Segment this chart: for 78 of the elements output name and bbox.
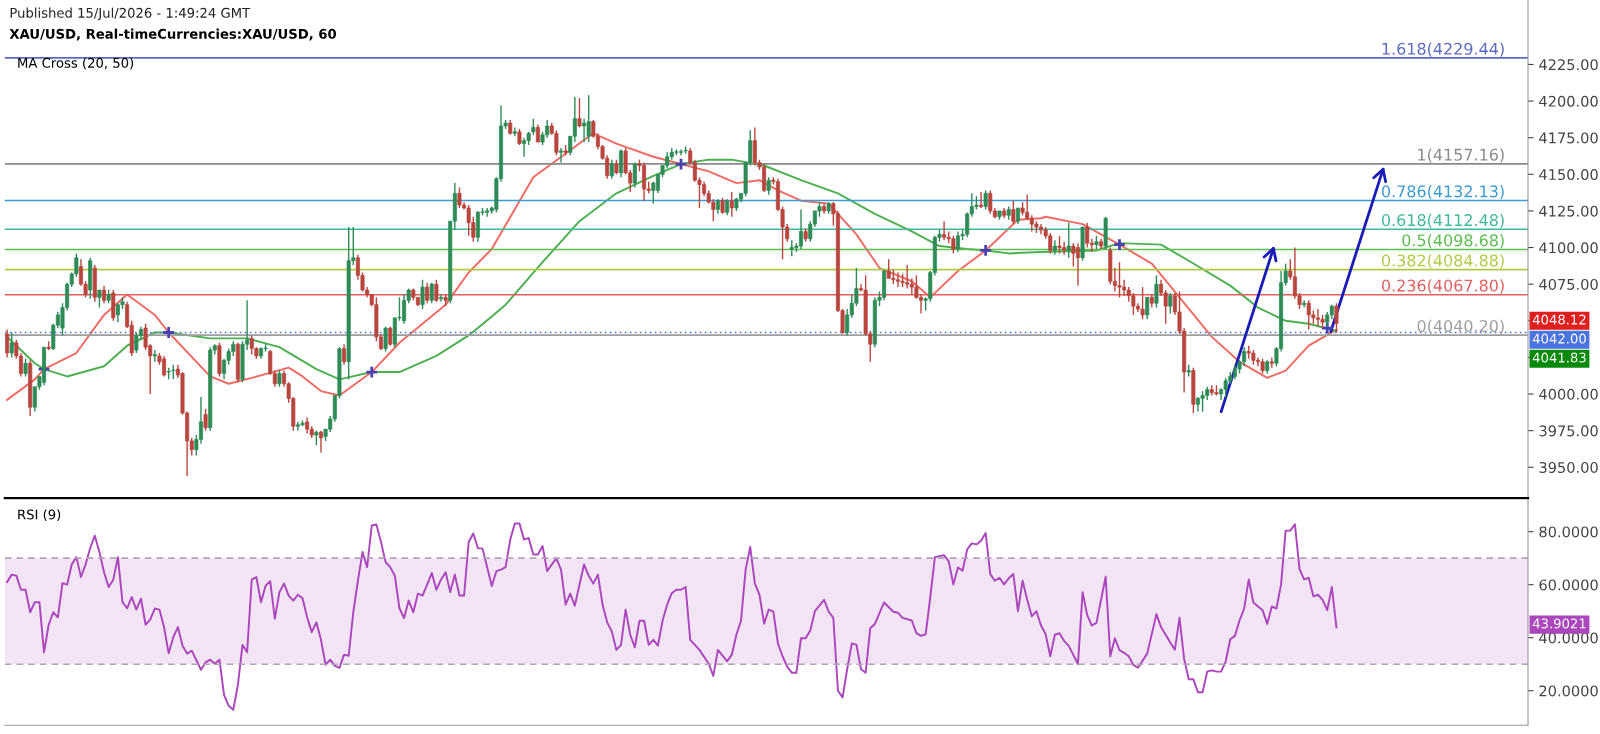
y-tick-label: 4125.00: [1539, 205, 1598, 217]
text: 4041.83: [1532, 352, 1586, 363]
y-tick-label: 4175.00: [1539, 132, 1598, 144]
text: XAU/USD, Real-timeCurrencies:XAU/USD, 60: [9, 28, 337, 41]
ref-line-label: 0.5(4098.68): [1402, 234, 1504, 249]
ref-line-label: 4042.00: [1532, 333, 1586, 344]
y-tick-label: 40.0000: [1539, 632, 1598, 644]
text: 4048.12: [1532, 314, 1586, 325]
candlestick: [558, 147, 564, 164]
candlestick: [632, 161, 637, 189]
candlestick: [420, 279, 425, 310]
text: 43.9021: [1532, 618, 1586, 629]
candlestick: [383, 325, 388, 353]
y-tick-label: 4075.00: [1539, 278, 1598, 290]
ref-line-label: 0.618(4112.48): [1381, 213, 1504, 229]
y-tick-label: 4150.00: [1539, 169, 1598, 181]
y-tick-label: 60.0000: [1539, 579, 1598, 591]
annotation: Published 15/Jul/2026 - 1:49:24 GMT: [10, 7, 251, 21]
candlestick: [1052, 239, 1057, 256]
candlestick: [979, 191, 984, 209]
y-tick-label: 80.0000: [1539, 526, 1598, 538]
candlestick: [1075, 242, 1080, 287]
candlestick: [582, 117, 587, 143]
candlestick: [1302, 299, 1307, 309]
y-tick-label: 4000.00: [1539, 388, 1598, 400]
candlestick: [1168, 292, 1173, 315]
candlestick: [1269, 356, 1274, 369]
point: [674, 157, 688, 171]
candlestick: [9, 331, 14, 359]
candlestick: [5, 328, 10, 359]
ref-line-label: 0.236(4067.80): [1381, 279, 1504, 294]
ref-line-label: 1.618(4229.44): [1382, 42, 1504, 57]
point: [1112, 237, 1127, 252]
candlestick: [586, 94, 591, 143]
candlestick: [152, 349, 157, 363]
y-tick-label: 3950.00: [1539, 461, 1598, 474]
ref-line-label: 1(4157.16): [1418, 148, 1504, 163]
candlestick: [1011, 199, 1016, 225]
candlestick: [618, 148, 624, 178]
y-tick-label: 4100.00: [1539, 242, 1598, 254]
candlestick: [522, 136, 527, 158]
text: MA Cross (20, 50): [18, 57, 134, 70]
candlestick: [942, 220, 947, 241]
ref-line-label: 0.382(4084.88): [1381, 254, 1504, 269]
candlestick: [203, 407, 208, 432]
candlestick: [1117, 261, 1122, 299]
candlestick: [983, 189, 988, 211]
candlestick: [1085, 221, 1090, 249]
line-series: [6, 522, 1338, 711]
candlestick: [457, 186, 462, 209]
line-series: [6, 158, 1338, 381]
text: RSI (9): [18, 509, 61, 522]
candlestick: [512, 126, 517, 137]
candlestick: [729, 191, 734, 218]
candlestick: [1154, 274, 1159, 309]
candlestick: [577, 97, 582, 129]
candlestick: [438, 293, 443, 303]
candlestick: [1334, 302, 1339, 334]
candlestick: [609, 158, 614, 180]
y-tick-label: 4225.00: [1539, 59, 1598, 71]
point: [364, 365, 379, 379]
line-series: [6, 132, 1338, 401]
ref-line-label: 0(4040.20): [1417, 319, 1504, 334]
candlestick: [342, 343, 347, 366]
y-tick-label: 20.0000: [1539, 685, 1598, 697]
candlestick: [988, 189, 993, 215]
candlestick: [1145, 296, 1150, 321]
candlestick: [429, 282, 434, 304]
candlestick: [1066, 221, 1071, 259]
candlestick: [134, 331, 139, 354]
candlestick: [425, 282, 430, 304]
point: [978, 243, 993, 258]
ref-line-label: 0.786(4132.13): [1381, 185, 1504, 200]
candlestick: [434, 279, 439, 303]
point: [161, 325, 176, 340]
candlestick: [1140, 286, 1145, 321]
y-tick-label: 4200.00: [1539, 95, 1598, 107]
y-tick-label: 3975.00: [1539, 425, 1598, 437]
